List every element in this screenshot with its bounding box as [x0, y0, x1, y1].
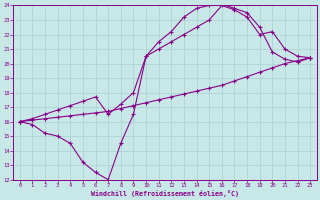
- X-axis label: Windchill (Refroidissement éolien,°C): Windchill (Refroidissement éolien,°C): [91, 190, 239, 197]
